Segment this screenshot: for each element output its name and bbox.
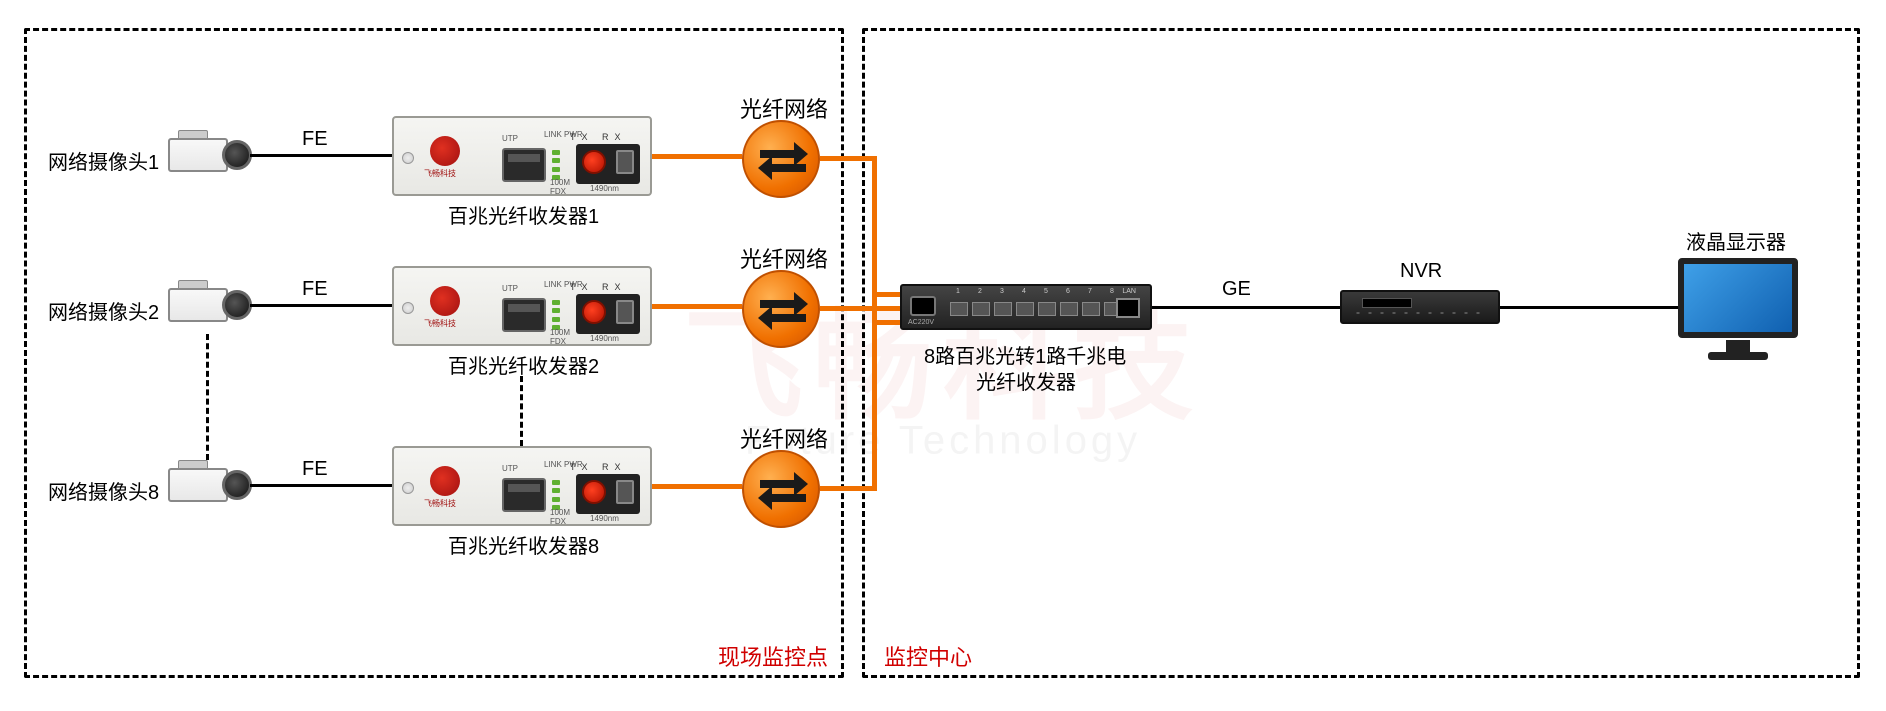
fiber-line-t1-node1 xyxy=(652,154,742,159)
fiber-port-icon xyxy=(576,474,640,514)
vendor-logo-icon xyxy=(430,466,460,496)
nvr-label: NVR xyxy=(1400,260,1442,283)
camera-8 xyxy=(168,462,248,508)
power-socket-icon xyxy=(910,296,936,316)
monitor-center-label: 监控中心 xyxy=(884,640,972,672)
nvr-device xyxy=(1340,290,1500,324)
ge-port-icon xyxy=(1116,298,1140,318)
camera-1 xyxy=(168,132,248,178)
cameras-ellipsis-line xyxy=(206,334,209,460)
fiber-network-node-2 xyxy=(742,270,820,348)
vendor-logo-icon xyxy=(430,136,460,166)
camera2-to-transceiver2-line xyxy=(250,304,392,307)
switch-label-line1: 8路百兆光转1路千兆电 xyxy=(924,340,1126,369)
field-site-label: 现场监控点 xyxy=(718,640,828,672)
fiber-network-node-1 xyxy=(742,120,820,198)
fiber-line-t2-node2 xyxy=(652,304,742,309)
ge-label: GE xyxy=(1222,278,1251,301)
nvr-to-monitor-line xyxy=(1500,306,1680,309)
transceivers-ellipsis-line xyxy=(520,376,523,446)
fiber-line-node8-out xyxy=(820,486,876,491)
rj45-port-icon xyxy=(502,298,546,332)
transceiver-2: 飞畅科技 UTP LINK PWR TX RX 1490nm 100M FDX xyxy=(392,266,652,346)
fe-label-1: FE xyxy=(302,128,328,151)
lcd-monitor xyxy=(1678,258,1798,368)
fiber-port-icon xyxy=(576,294,640,334)
camera-1-label: 网络摄像头1 xyxy=(48,146,159,175)
camera-8-label: 网络摄像头8 xyxy=(48,476,159,505)
fe-label-8: FE xyxy=(302,458,328,481)
fiber-network-node-8 xyxy=(742,450,820,528)
vendor-logo-icon xyxy=(430,286,460,316)
transceiver-1-label: 百兆光纤收发器1 xyxy=(448,200,599,229)
fiber-line-t8-node8 xyxy=(652,484,742,489)
fiber-line-node2-out xyxy=(820,306,904,311)
camera8-to-transceiver8-line xyxy=(250,484,392,487)
camera1-to-transceiver1-line xyxy=(250,154,392,157)
aggregation-switch: AC220V 1 2 3 4 5 6 7 8 LAN xyxy=(900,284,1152,330)
transceiver-8: 飞畅科技 UTP LINK PWR TX RX 1490nm 100M FDX xyxy=(392,446,652,526)
rj45-port-icon xyxy=(502,478,546,512)
switch-label-line2: 光纤收发器 xyxy=(976,366,1076,395)
rj45-port-icon xyxy=(502,148,546,182)
camera-2-label: 网络摄像头2 xyxy=(48,296,159,325)
camera-2 xyxy=(168,282,248,328)
transceiver-8-label: 百兆光纤收发器8 xyxy=(448,530,599,559)
transceiver-1: 飞畅科技 UTP LINK PWR TX RX 1490nm 100M FDX xyxy=(392,116,652,196)
fiber-line-node1-out xyxy=(820,156,876,161)
monitor-label: 液晶显示器 xyxy=(1686,226,1786,255)
fe-label-2: FE xyxy=(302,278,328,301)
fiber-port-icon xyxy=(576,144,640,184)
switch-to-nvr-line xyxy=(1152,306,1340,309)
transceiver-2-label: 百兆光纤收发器2 xyxy=(448,350,599,379)
